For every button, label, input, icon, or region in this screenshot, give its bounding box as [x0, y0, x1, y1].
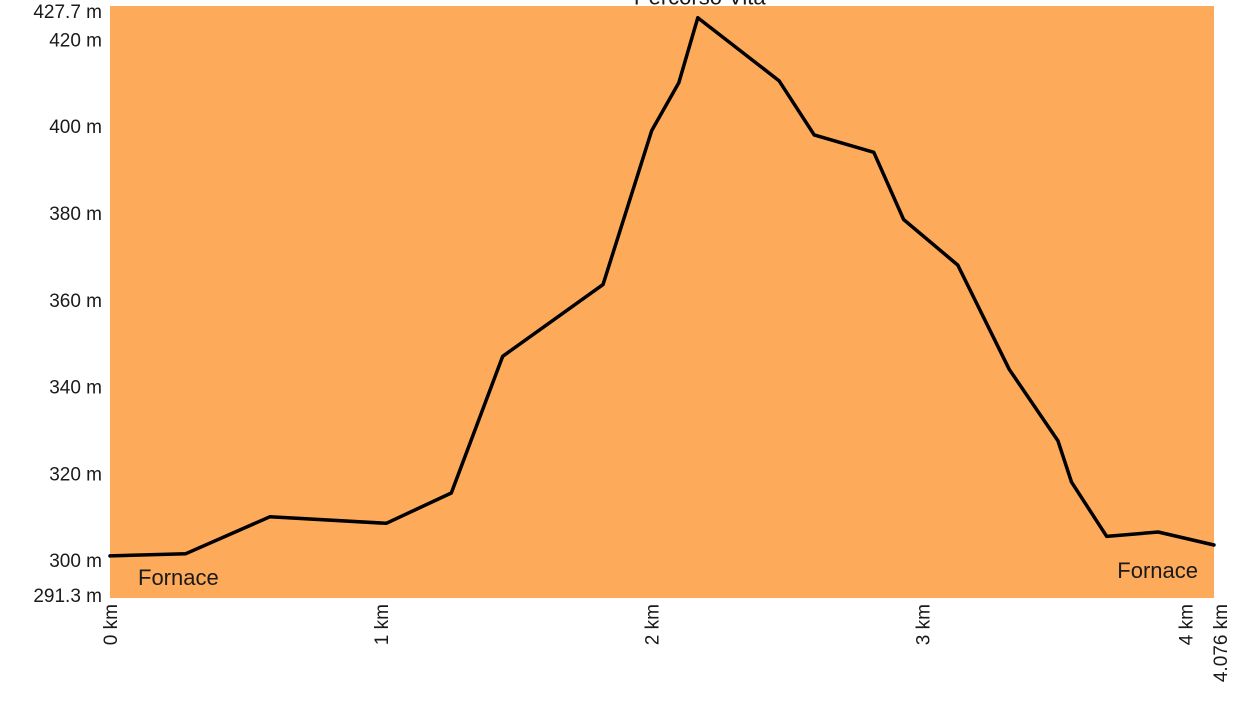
x-tick-label: 3 km — [914, 604, 935, 645]
y-tick-label: 420 m — [49, 30, 102, 51]
y-tick-label: 300 m — [49, 551, 102, 572]
poi-label: Fornace — [138, 565, 219, 590]
poi-label: Percorso Vita — [634, 0, 766, 10]
plot-background — [110, 6, 1214, 598]
x-tick-label: 0 km — [101, 604, 122, 645]
y-tick-label: 340 m — [49, 378, 102, 399]
x-tick-label: 2 km — [643, 604, 664, 645]
y-tick-label: 291.3 m — [33, 586, 102, 607]
poi-label: Fornace — [1117, 558, 1198, 583]
elevation-profile-line — [108, 15, 1216, 558]
y-tick-label: 360 m — [49, 291, 102, 312]
y-tick-label: 320 m — [49, 464, 102, 485]
y-tick-label: 380 m — [49, 204, 102, 225]
y-tick-label: 427.7 m — [33, 2, 102, 23]
y-axis-ticks: 427.7 m 420 m 400 m 380 m 360 m 340 m 320 m 300… — [33, 2, 102, 607]
point-of-interest-labels: Fornace Percorso Vita Fornace — [138, 0, 1198, 590]
y-tick-label: 400 m — [49, 117, 102, 138]
x-tick-label: 1 km — [372, 604, 393, 645]
x-tick-label: 4.076 km — [1211, 604, 1232, 682]
x-tick-label: 4 km — [1176, 604, 1197, 645]
x-axis-ticks: 0 km 1 km 2 km 3 km 4 km 4.076 km — [101, 604, 1232, 682]
